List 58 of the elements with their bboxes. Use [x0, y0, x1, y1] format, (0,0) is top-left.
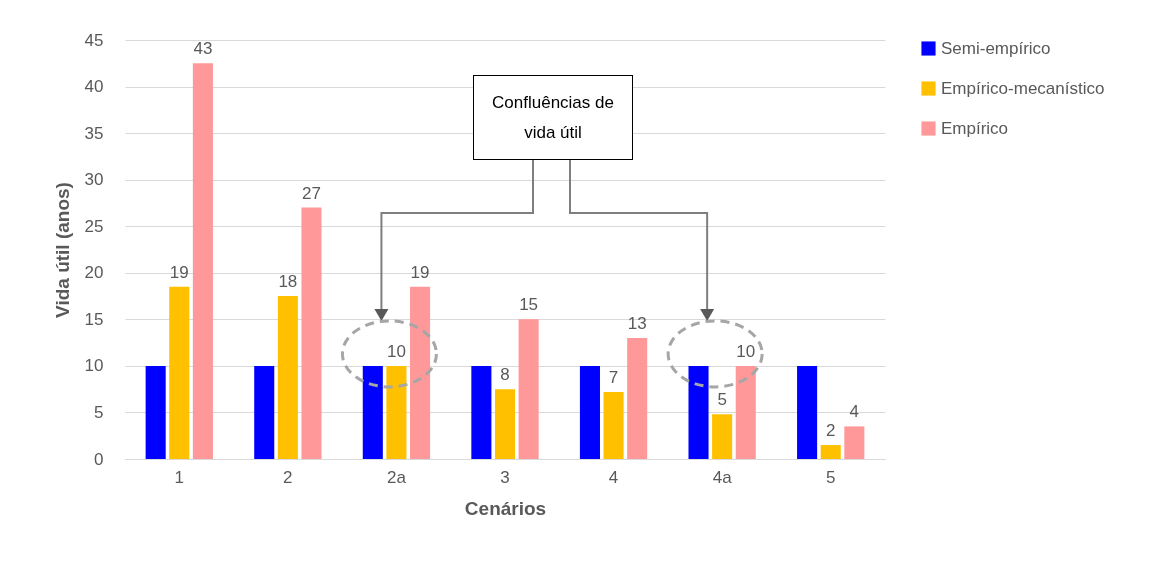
- bar: [494, 389, 516, 459]
- bar: [362, 365, 383, 459]
- x-axis-title: Cenários: [464, 497, 547, 519]
- data-label: 7: [608, 367, 619, 387]
- bar: [820, 445, 841, 459]
- bar: [192, 63, 213, 459]
- legend-label: Empírico-mecanístico: [941, 78, 1105, 98]
- x-tick-label: 2: [283, 467, 293, 487]
- x-tick-label: 4: [608, 467, 619, 487]
- bar: [603, 391, 624, 459]
- data-label: 43: [193, 39, 213, 59]
- y-tick-label: 25: [84, 216, 104, 236]
- bar: [386, 365, 407, 459]
- y-tick-label: 40: [84, 77, 104, 97]
- y-tick-label: 30: [84, 170, 104, 190]
- bar: [254, 365, 275, 459]
- x-tick-label: 2a: [386, 467, 407, 487]
- data-label: 8: [500, 365, 510, 385]
- x-tick-label: 1: [174, 467, 185, 487]
- y-tick-label: 0: [94, 449, 104, 469]
- bar: [627, 337, 648, 459]
- data-label: 19: [410, 262, 430, 282]
- x-tick-label: 3: [500, 467, 510, 487]
- bar: [688, 365, 709, 459]
- data-label: 19: [169, 262, 189, 282]
- x-tick-label: 4a: [712, 467, 733, 487]
- bar: [579, 365, 600, 459]
- bar: [277, 296, 298, 459]
- legend-label: Semi-empírico: [941, 38, 1051, 58]
- y-tick-label: 20: [84, 263, 104, 283]
- data-label: 15: [519, 295, 539, 315]
- bar: [145, 365, 166, 459]
- data-label: 13: [627, 313, 647, 333]
- bar: [844, 426, 865, 459]
- y-tick-label: 10: [84, 356, 104, 376]
- legend-label: Empírico: [941, 118, 1009, 138]
- bar: [471, 365, 492, 459]
- y-tick-label: 35: [84, 123, 104, 143]
- bar: [169, 286, 190, 459]
- bar: [712, 414, 733, 459]
- bar: [735, 365, 756, 459]
- y-tick-label: 15: [84, 309, 104, 329]
- data-label: 18: [278, 272, 298, 292]
- data-label: 27: [302, 183, 321, 203]
- bar: [518, 319, 539, 459]
- y-tick-label: 45: [84, 30, 104, 50]
- bar: [301, 207, 322, 459]
- data-label: 10: [386, 341, 406, 361]
- bar: [410, 286, 431, 459]
- x-tick-label: 5: [825, 467, 836, 487]
- data-label: 5: [717, 390, 727, 410]
- y-axis-title: Vida útil (anos): [51, 182, 73, 318]
- data-label: 2: [825, 421, 836, 441]
- data-label: 4: [849, 402, 860, 422]
- bar: [797, 365, 818, 459]
- y-tick-label: 5: [94, 402, 104, 422]
- data-label: 10: [736, 341, 756, 361]
- note-box: Confluências de vida útil: [473, 75, 633, 160]
